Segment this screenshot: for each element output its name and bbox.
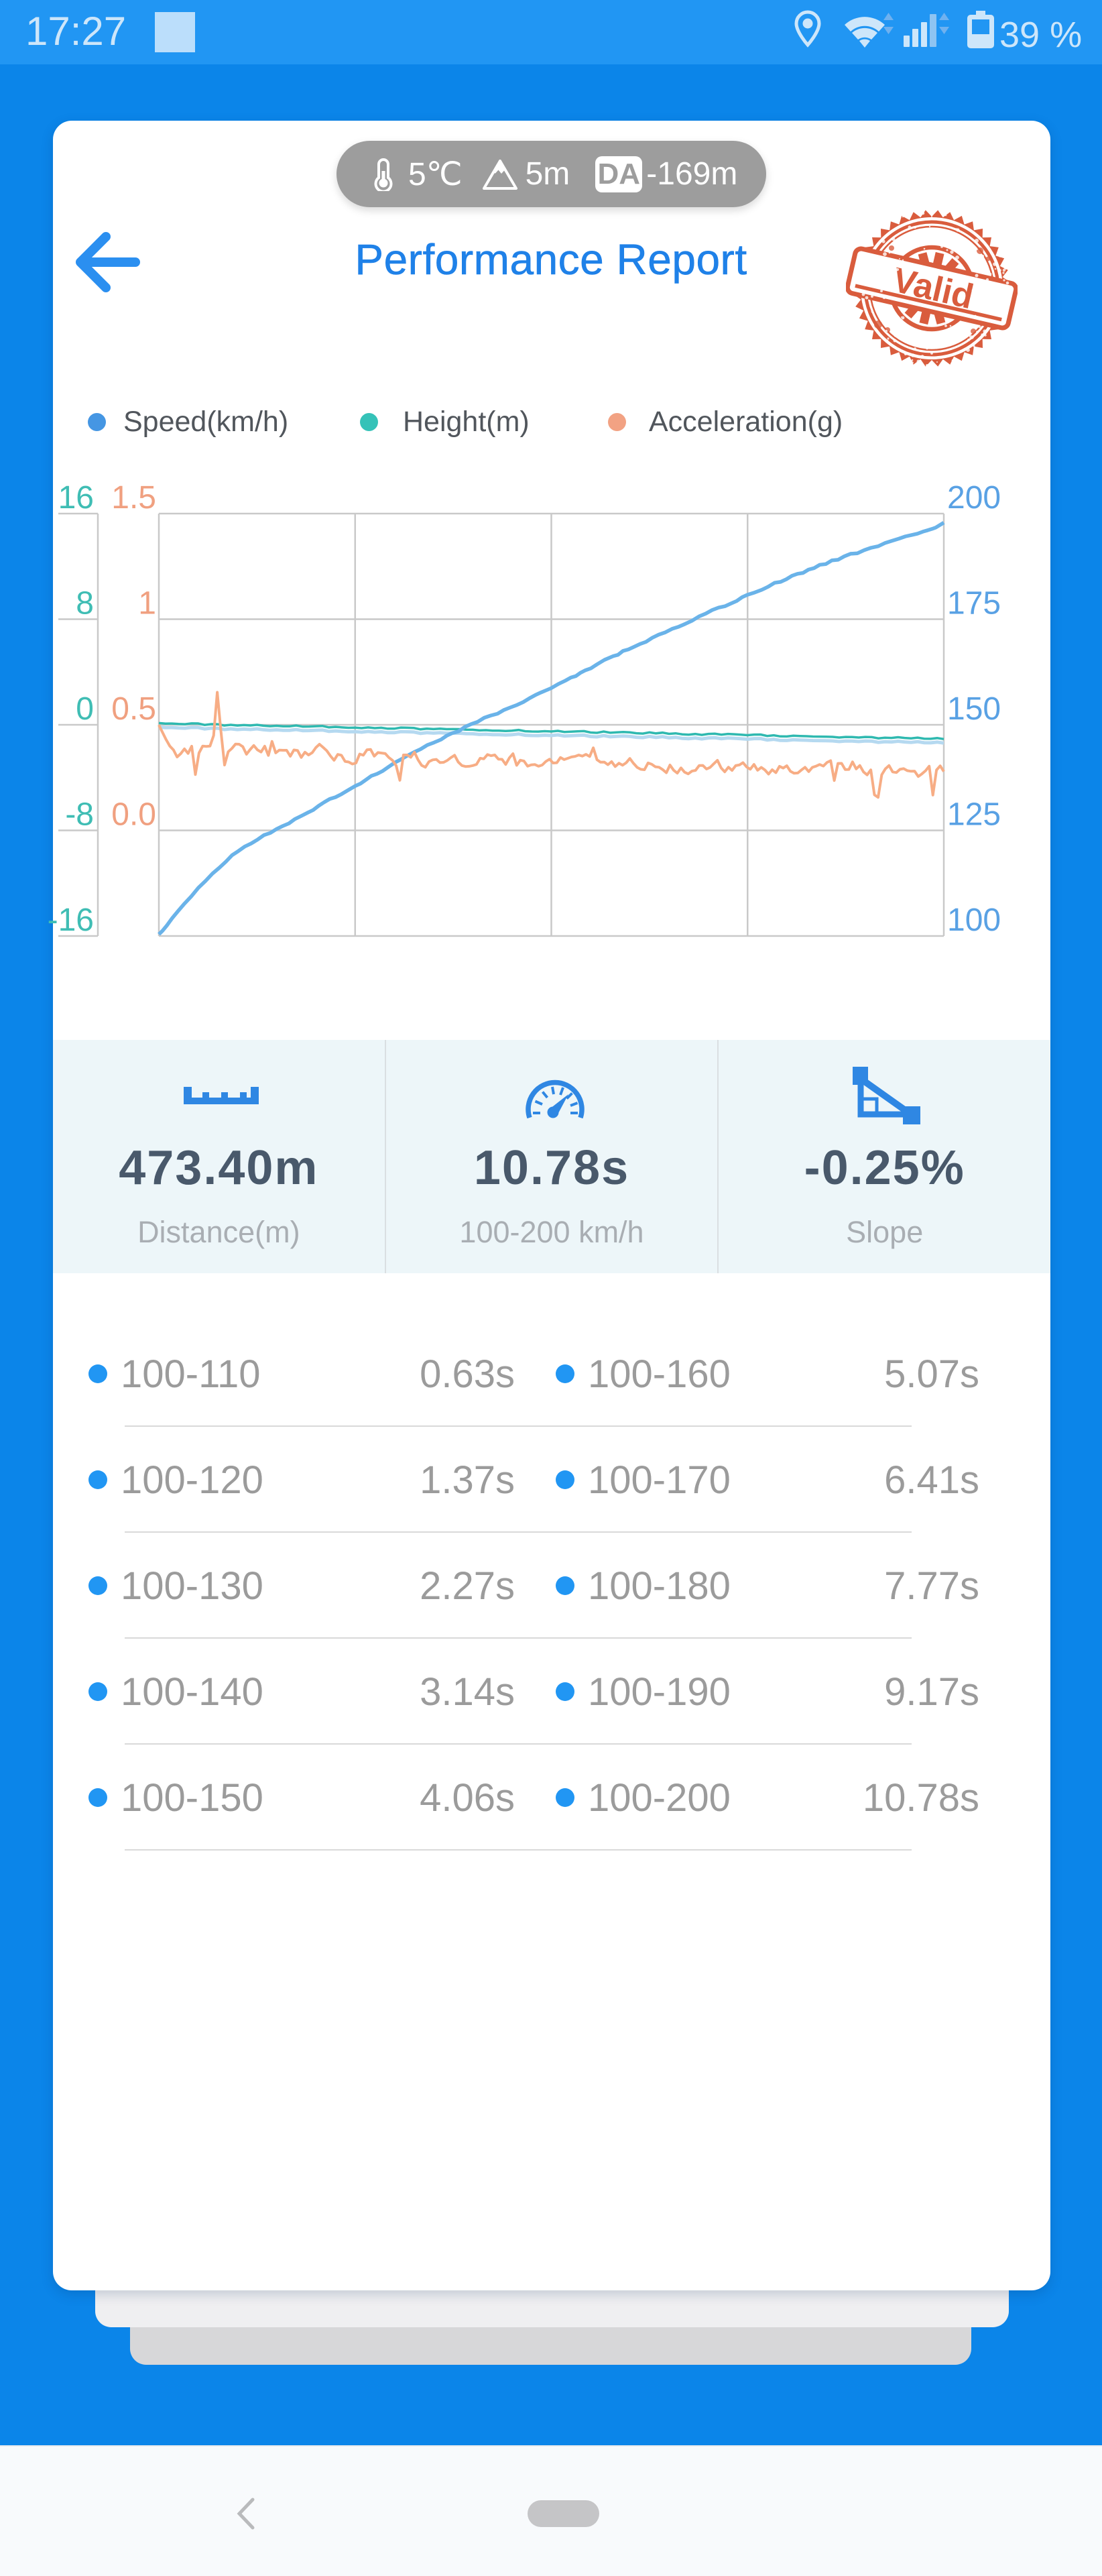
svg-text:100: 100: [947, 902, 1001, 938]
svg-text:1: 1: [138, 586, 156, 622]
svg-text:0: 0: [76, 691, 94, 727]
svg-text:200: 200: [947, 480, 1001, 516]
svg-text:1.5: 1.5: [111, 480, 156, 516]
svg-text:8: 8: [76, 586, 94, 622]
svg-text:175: 175: [947, 586, 1001, 622]
svg-text:150: 150: [947, 691, 1001, 727]
svg-text:16: 16: [58, 480, 94, 516]
svg-text:125: 125: [947, 797, 1001, 833]
svg-text:Valid: Valid: [889, 261, 977, 317]
svg-text:-16: -16: [48, 902, 94, 938]
svg-text:0.5: 0.5: [111, 691, 156, 727]
svg-text:-8: -8: [65, 797, 94, 833]
svg-text:39 %: 39 %: [999, 15, 1082, 55]
svg-text:0.0: 0.0: [111, 797, 156, 833]
